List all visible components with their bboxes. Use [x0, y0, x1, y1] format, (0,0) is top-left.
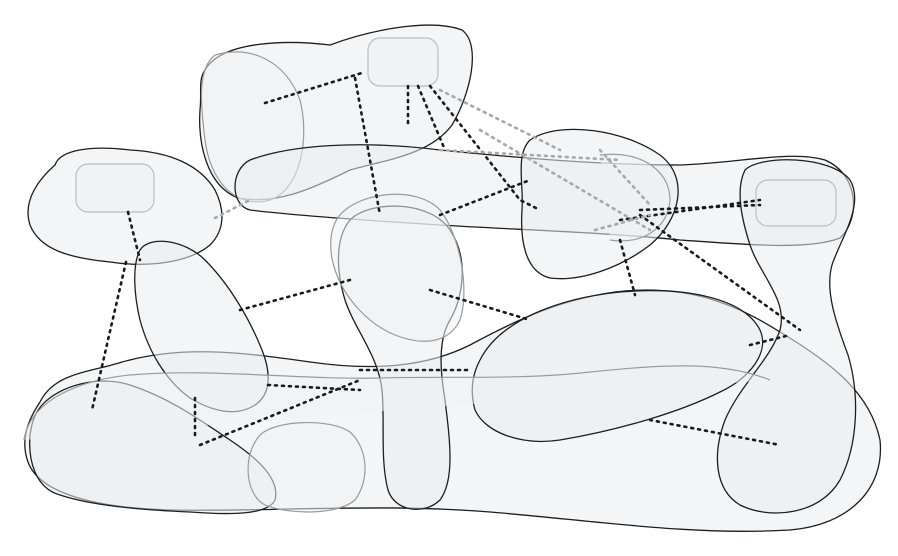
- edge: [618, 238, 637, 297]
- edge: [438, 178, 532, 217]
- edges-light: [213, 88, 652, 232]
- edge: [598, 148, 652, 207]
- node-right: [755, 179, 837, 227]
- edge: [748, 333, 792, 347]
- edge: [238, 278, 352, 312]
- edge: [438, 148, 622, 162]
- region-right-center: [471, 289, 764, 443]
- edge: [428, 288, 532, 322]
- edge: [213, 198, 252, 220]
- edge: [353, 76, 382, 217]
- edge: [90, 260, 128, 412]
- node-top: [367, 37, 439, 87]
- edge: [593, 213, 652, 232]
- edge: [478, 128, 652, 232]
- edge: [266, 383, 362, 392]
- edge: [638, 213, 802, 332]
- edge: [428, 84, 542, 212]
- edge: [638, 203, 762, 212]
- edge: [648, 418, 782, 447]
- region-outline-a: [23, 365, 771, 441]
- edge: [126, 210, 142, 262]
- node-left: [75, 163, 155, 213]
- region-outline-b: [599, 153, 671, 242]
- edges-dark: [90, 70, 802, 447]
- region-center-arch: [330, 193, 465, 342]
- edge: [198, 378, 362, 447]
- region-bottom-center: [247, 421, 366, 513]
- edge: [416, 84, 447, 152]
- edge: [263, 70, 367, 105]
- edge: [438, 88, 562, 152]
